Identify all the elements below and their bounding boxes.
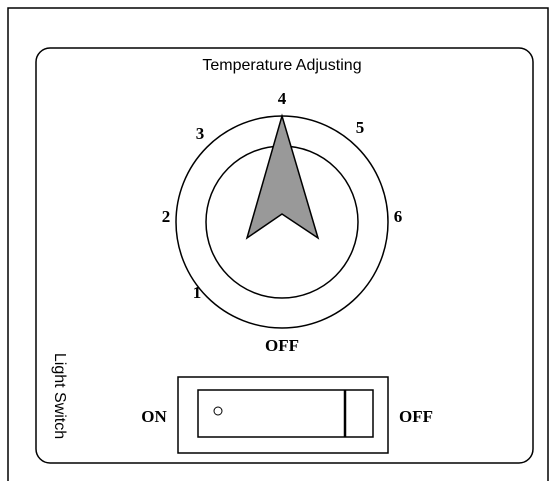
dial-label: 6 bbox=[394, 207, 403, 226]
switch-rocker[interactable] bbox=[197, 389, 374, 438]
dial-label: 3 bbox=[196, 124, 205, 143]
switch-housing bbox=[177, 376, 389, 454]
dial-off-label: OFF bbox=[265, 336, 299, 355]
switch-off-label: OFF bbox=[399, 407, 433, 426]
panel-border bbox=[35, 47, 534, 464]
dial-label: 5 bbox=[356, 118, 365, 137]
outer-frame bbox=[7, 7, 549, 481]
dial-label: 2 bbox=[162, 207, 171, 226]
panel-title: Temperature Adjusting bbox=[202, 57, 361, 74]
light-switch-label: Light Switch bbox=[51, 353, 68, 439]
switch-indicator bbox=[213, 406, 223, 416]
dial-label: 1 bbox=[193, 283, 202, 302]
dial-label: 4 bbox=[278, 89, 287, 108]
switch-on-label: ON bbox=[141, 407, 167, 426]
dial-pointer bbox=[245, 113, 320, 240]
